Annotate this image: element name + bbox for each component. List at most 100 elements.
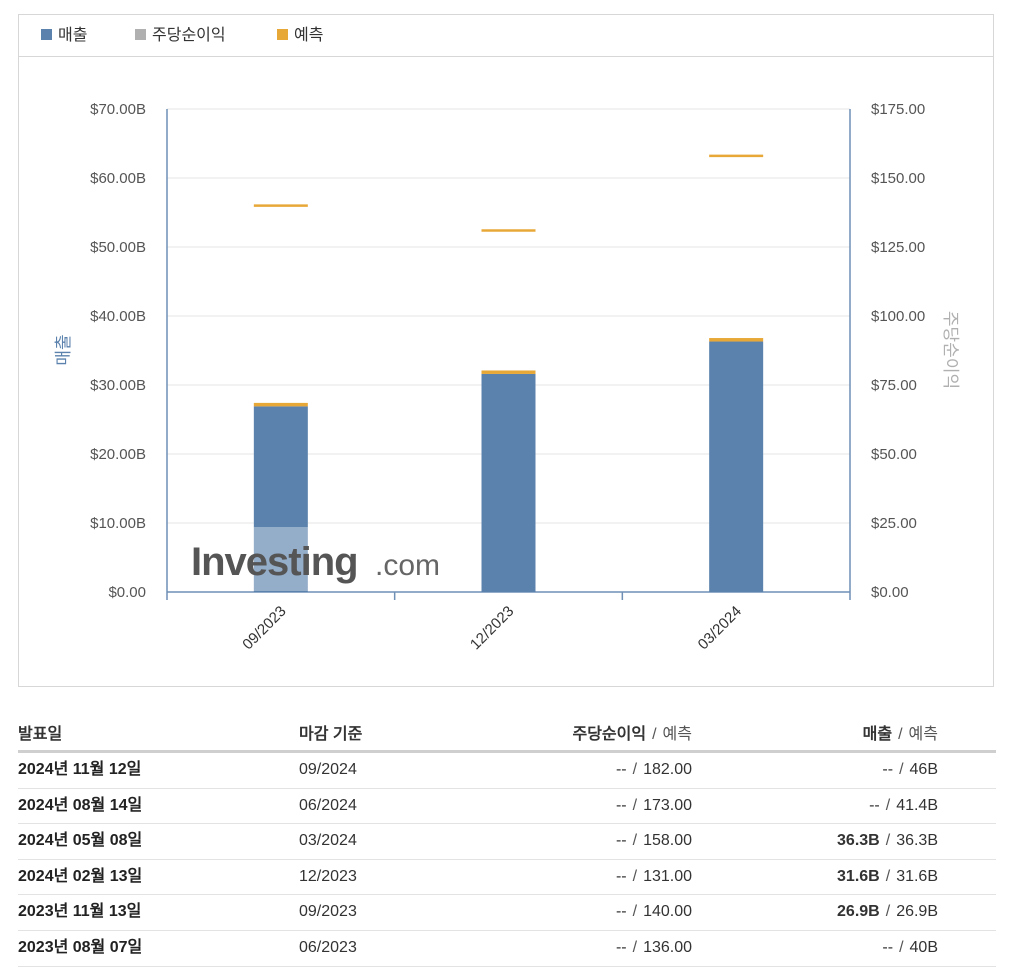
eps-cell: -- / 182.00 xyxy=(616,760,692,780)
revenue-cell: 36.3B / 36.3B xyxy=(837,831,938,851)
period-end: 12/2023 xyxy=(299,867,357,885)
revenue-sep: / xyxy=(899,761,904,778)
table-row: 2024년 08월 14일 06/2024 -- / 173.00 -- / 41.4B xyxy=(18,789,996,825)
header-release-date[interactable]: 발표일 xyxy=(18,726,63,743)
table-row: 2023년 08월 07일 06/2023 -- / 136.00 -- / 40B xyxy=(18,931,996,967)
revenue-actual: 36.3B xyxy=(837,832,880,850)
y-tick-label-right: $100.00 xyxy=(871,308,925,325)
header-revenue-label[interactable]: 매출 xyxy=(862,726,893,743)
eps-cell: -- / 131.00 xyxy=(616,867,692,887)
release-date: 2023년 11월 13일 xyxy=(18,903,142,921)
revenue-bar xyxy=(481,373,536,592)
header-revenue-sep: / xyxy=(898,726,903,743)
earnings-chart-panel: 매출 주당순이익 예측 $0.00 $10.00B $20.00B $30.00B $40.… xyxy=(18,14,994,687)
revenue-sep: / xyxy=(885,867,891,885)
table-row: 2024년 02월 13일 12/2023 -- / 131.00 31.6B / 31.6B xyxy=(18,860,996,896)
y-tick-label-right: $25.00 xyxy=(871,515,917,532)
revenue-forecast-cap xyxy=(253,402,308,407)
y-tick-label-left: $60.00B xyxy=(90,170,146,187)
eps-forecast: 131.00 xyxy=(643,867,692,885)
table-body: 2024년 11월 12일 09/2024 --/182.00 --/46B 2024년… xyxy=(18,753,996,967)
y-tick-label-right: $175.00 xyxy=(871,101,925,118)
table-row: 2024년 05월 08일 03/2024 -- / 158.00 36.3B / 36.3B xyxy=(18,824,996,860)
y-axis-title-left: 매출 xyxy=(54,334,73,365)
watermark-domain: .com xyxy=(375,549,440,582)
eps-sep: / xyxy=(632,761,638,778)
revenue-cell: -- / 46B xyxy=(882,760,938,780)
release-date: 2024년 02월 13일 xyxy=(18,867,143,885)
y-tick-label-left: $20.00B xyxy=(90,446,146,463)
y-axis-title-right: 주당순이익 xyxy=(941,311,960,389)
y-tick-label-left: $0.00 xyxy=(108,584,146,601)
header-eps: 주당순이익 / 예측 xyxy=(572,725,692,745)
table-row: 2024년 11월 12일 09/2024 -- / 182.00 -- / 46B xyxy=(18,753,996,789)
revenue-actual: -- xyxy=(869,796,880,814)
eps-sep: / xyxy=(632,903,638,921)
watermark-logo: Investing xyxy=(191,540,358,584)
eps-actual: -- xyxy=(615,938,627,956)
eps-sep: / xyxy=(632,867,638,885)
revenue-bar xyxy=(253,406,308,592)
revenue-forecast: 36.3B xyxy=(896,832,938,850)
eps-cell: -- / 158.00 xyxy=(616,831,692,851)
eps-forecast: 158.00 xyxy=(643,832,692,850)
period-end: 03/2024 xyxy=(299,832,357,850)
revenue-forecast: 40B xyxy=(909,938,938,956)
revenue-forecast-cap xyxy=(709,338,764,342)
y-tick-label-right: $75.00 xyxy=(871,377,917,394)
eps-cell: -- / 136.00 xyxy=(616,938,692,958)
legend-label: 주당순이익 xyxy=(152,27,226,44)
eps-sep: / xyxy=(632,938,638,956)
eps-forecast: 140.00 xyxy=(643,903,692,921)
revenue-forecast: 26.9B xyxy=(896,903,938,921)
eps-forecast: 173.00 xyxy=(643,796,692,814)
revenue-sep: / xyxy=(885,796,891,814)
watermark-backdrop xyxy=(189,527,433,591)
revenue-actual: 31.6B xyxy=(837,867,880,885)
header-revenue-forecast[interactable]: 예측 xyxy=(908,726,938,743)
revenue-forecast: 41.4B xyxy=(896,796,938,814)
header-revenue: 매출 / 예측 xyxy=(863,725,938,745)
revenue-cell: -- / 41.4B xyxy=(869,796,938,816)
revenue-actual: -- xyxy=(882,938,894,956)
legend-item-1[interactable]: 매출 xyxy=(41,26,87,46)
header-eps-label[interactable]: 주당순이익 xyxy=(572,726,647,743)
legend-item-3[interactable]: 예측 xyxy=(277,26,323,46)
table-row: 2023년 11월 13일 09/2023 -- / 140.00 26.9B / 26.9B xyxy=(18,895,996,931)
period-end: 09/2023 xyxy=(299,903,357,921)
y-tick-label-left: $70.00B xyxy=(90,101,146,118)
earnings-chart: $0.00 $10.00B $20.00B $30.00B $40.00B $50.00B… xyxy=(54,101,960,653)
revenue-sep: / xyxy=(885,903,891,921)
legend-swatch xyxy=(41,29,52,40)
header-eps-sep: / xyxy=(652,726,657,743)
eps-actual: -- xyxy=(615,761,627,778)
x-tick-label: 09/2023 xyxy=(239,603,289,653)
release-date: 2024년 05월 08일 xyxy=(18,832,143,850)
chart-legend: 매출 주당순이익 예측 xyxy=(19,15,993,57)
revenue-sep: / xyxy=(899,938,904,956)
eps-forecast: 136.00 xyxy=(643,938,692,956)
eps-sep: / xyxy=(632,832,638,850)
legend-label: 예측 xyxy=(294,27,324,44)
legend-swatch xyxy=(135,29,146,40)
y-tick-label-left: $30.00B xyxy=(90,377,146,394)
y-tick-label-right: $50.00 xyxy=(871,446,917,463)
y-tick-label-right: $125.00 xyxy=(871,239,925,256)
header-eps-forecast[interactable]: 예측 xyxy=(662,726,692,743)
header-period-end[interactable]: 마감 기준 xyxy=(299,726,363,743)
revenue-sep: / xyxy=(885,832,891,850)
revenue-forecast-cap xyxy=(481,370,536,374)
eps-cell: -- / 173.00 xyxy=(616,796,692,816)
x-tick-label: 03/2024 xyxy=(695,603,745,653)
eps-actual: -- xyxy=(615,867,627,885)
revenue-cell: 26.9B / 26.9B xyxy=(837,902,938,922)
legend-item-2[interactable]: 주당순이익 xyxy=(135,26,226,46)
x-tick-label: 12/2023 xyxy=(467,603,517,653)
revenue-actual: 26.9B xyxy=(837,903,880,921)
eps-cell: -- / 140.00 xyxy=(616,902,692,922)
revenue-actual: -- xyxy=(882,761,894,778)
revenue-cell: -- / 40B xyxy=(882,938,938,958)
revenue-forecast: 46B xyxy=(909,761,938,778)
period-end: 06/2023 xyxy=(299,938,357,956)
eps-actual: -- xyxy=(615,903,627,921)
